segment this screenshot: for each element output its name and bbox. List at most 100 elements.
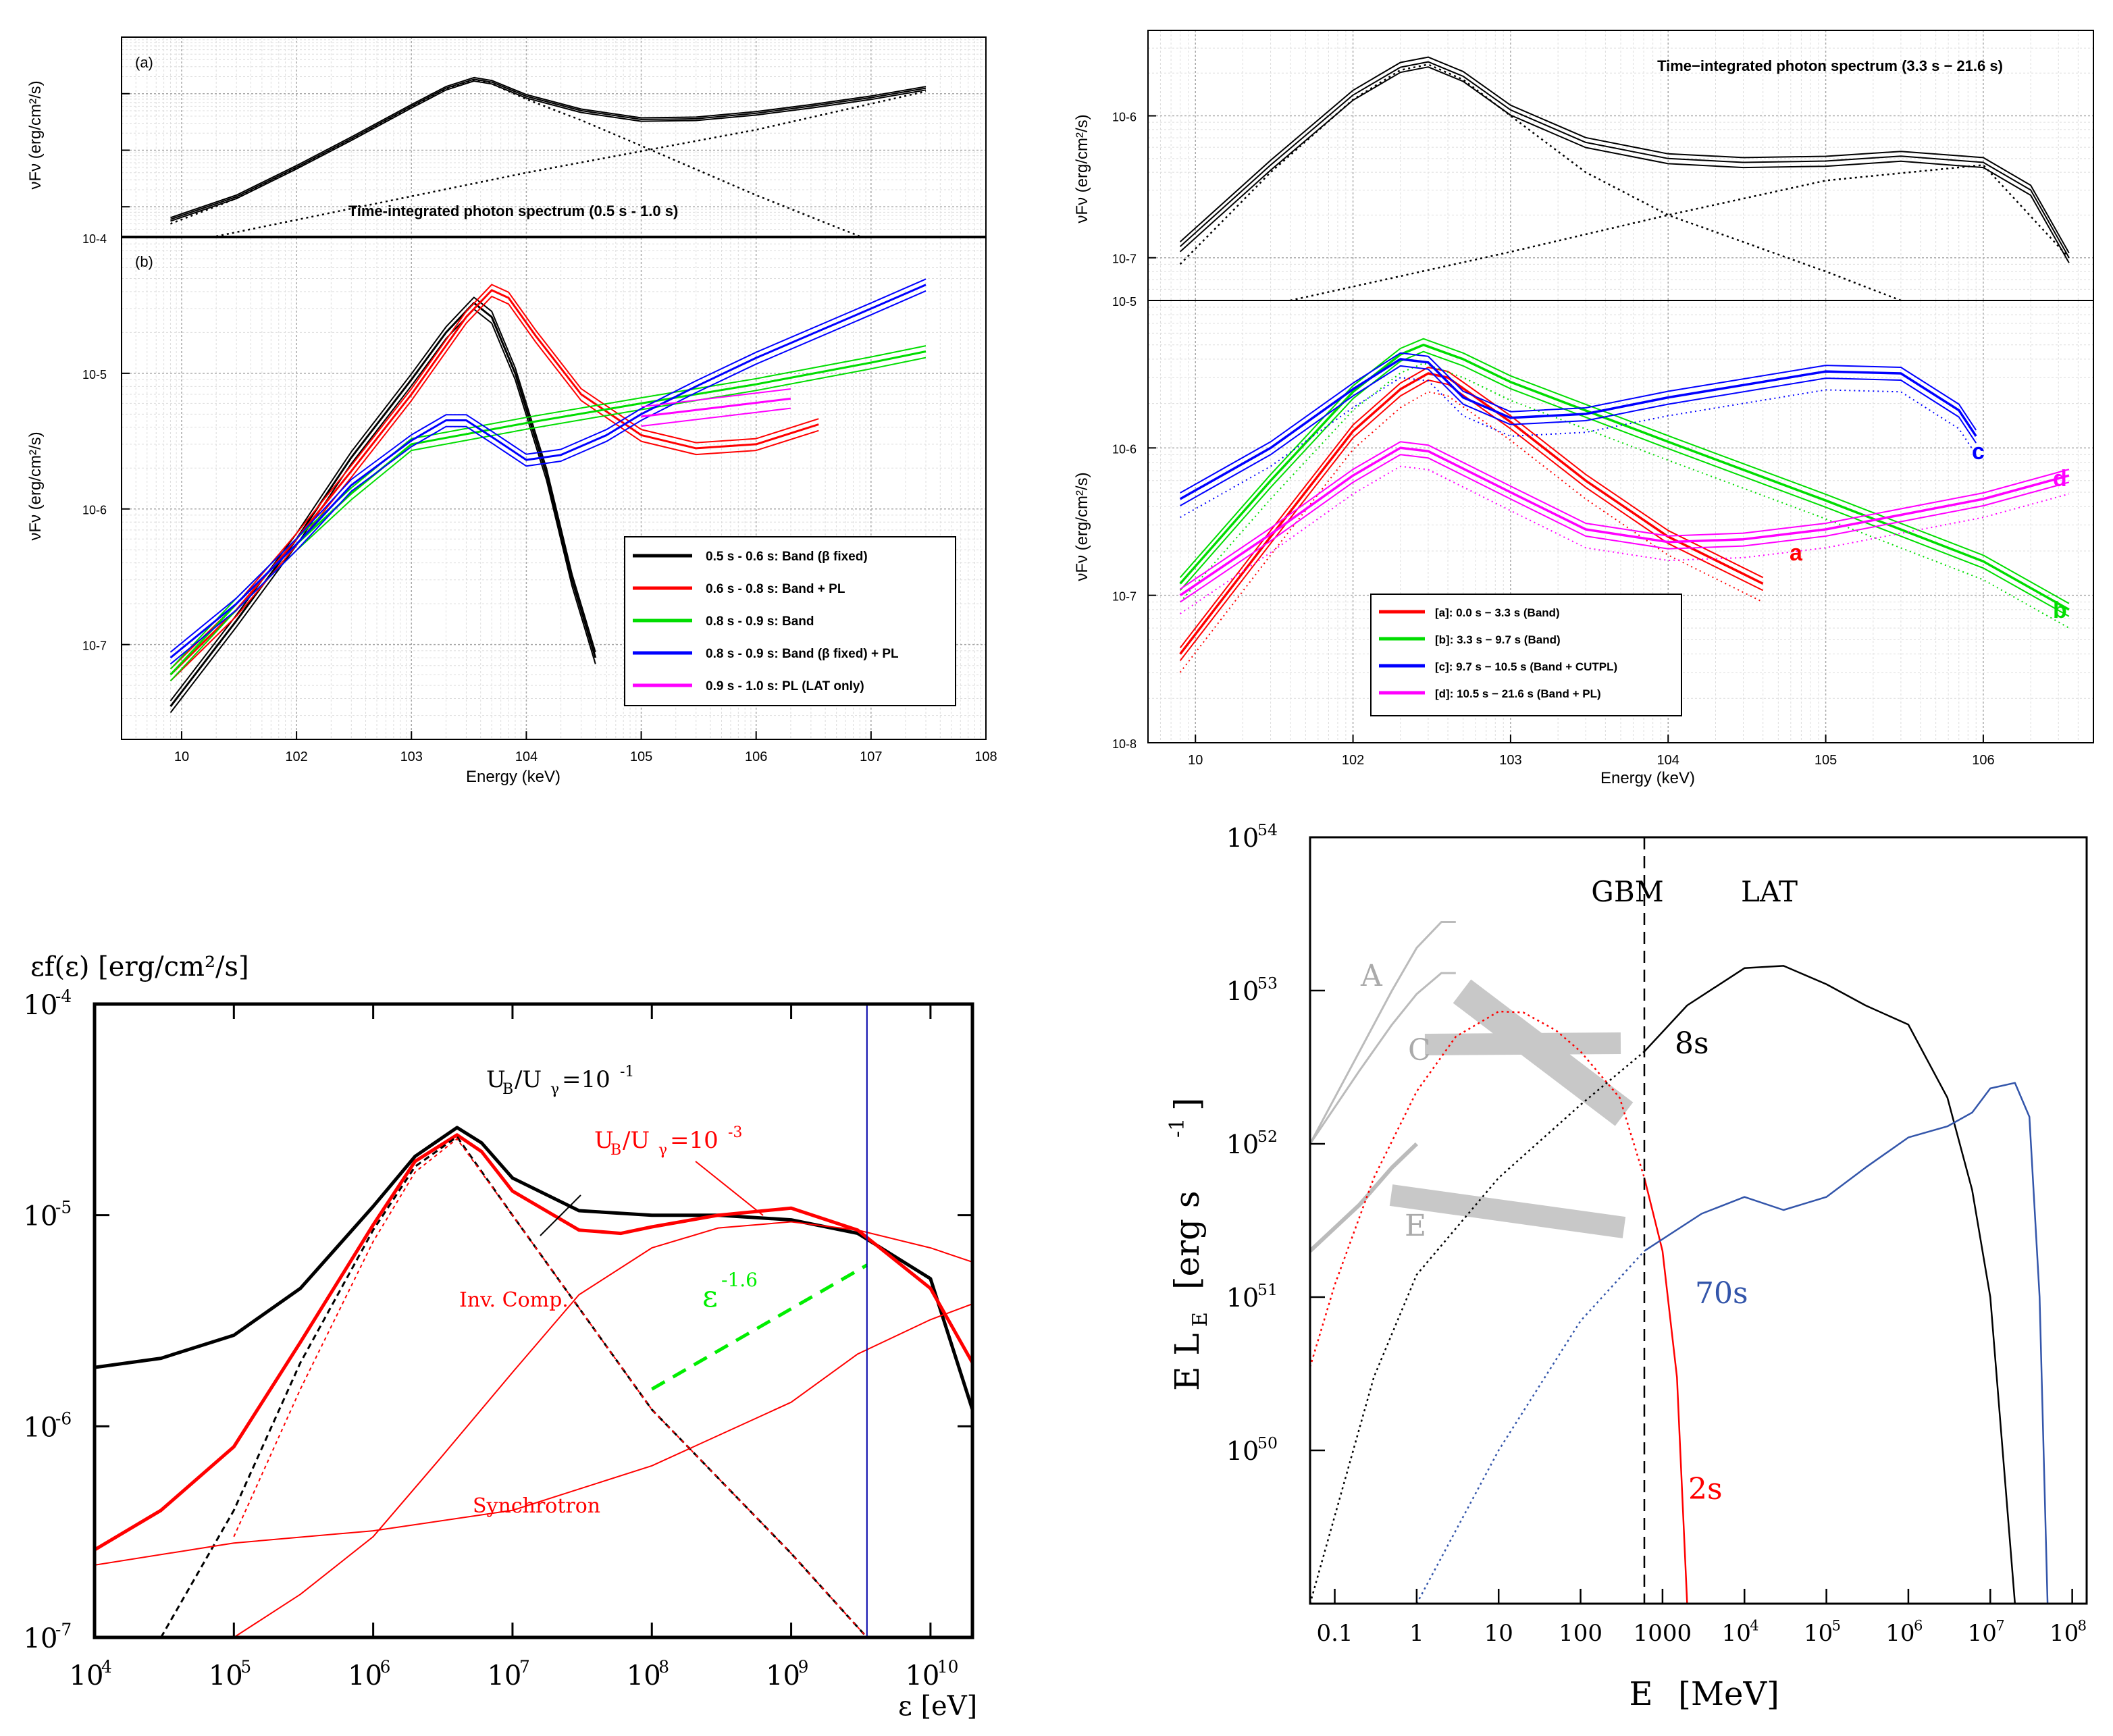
p1b-xtick-5: 106 [745,749,767,764]
p3-ytick-3: 10-4 [24,987,72,1021]
p3-red_label_sub2: γ [658,1142,667,1159]
p1b-series-1-band-2 [169,284,819,670]
p3-black_label_sub2: γ [550,1081,559,1098]
p1b-ytick-3: 10-4 [82,232,107,246]
p3-xtick-4-base: 10 [627,1660,661,1691]
p4-curve-label-a: A [1360,959,1383,993]
p3-leader-red [695,1161,764,1216]
p3-xtick-4-exp: 8 [658,1657,669,1677]
p2-legend-label-1: [b]: 3.3 s − 9.7 s (Band) [1435,633,1561,646]
p4-xtick-2: 10 [1484,1620,1513,1647]
p3-ytick-0-exp: -7 [55,1620,72,1639]
p2-curve-label-c: c [1972,439,1985,465]
p1b-ytick-1: 10-6 [82,504,107,517]
p2b-series-1-band-0 [1179,350,2070,617]
p4-series-1 [1310,972,1456,1145]
p2-legend-box [1370,594,1682,716]
p2t-ylabel: νFν (erg/cm²/s) [1073,114,1091,223]
p1a-grid [122,37,986,237]
p4-xtick-6-base: 10 [1804,1620,1833,1647]
p3-xtick-1: 105 [209,1657,251,1691]
p4-xtick-8-exp: 7 [1995,1617,2004,1634]
p4-curve-label-e: E [1405,1209,1426,1243]
p1-legend-label-1: 0.6 s - 0.8 s: Band + PL [706,582,845,596]
p2b-series-0-band-2 [1179,367,1764,649]
p4-xtick-4: 1000 [1634,1620,1692,1647]
p4-series-2 [1310,1142,1418,1253]
p4-series-5-gbm [1415,1250,1645,1604]
p2t-series-1 [1179,63,1902,300]
p4-series-5-lat [1644,1082,2049,1604]
p4-ytick-0-base: 10 [1226,1436,1259,1466]
p2b-series-0-component [1179,391,1764,673]
p3-xtick-2-base: 10 [348,1660,382,1691]
p3-red_label_exp: -3 [728,1124,742,1141]
p2b-xtick-4: 105 [1815,753,1837,768]
p4-curve-label-s2: 2s [1688,1472,1723,1506]
p1a-ylabel: νFν (erg/cm²/s) [26,80,45,189]
p2t-ytick-1: 10-6 [1112,111,1137,124]
p3-series-4 [233,1221,972,1637]
p4-ytick-3-base: 10 [1226,976,1259,1006]
p2b-xtick-3: 104 [1657,753,1679,768]
p4-xtick-6-exp: 5 [1832,1617,1841,1634]
p3-xtick-1-base: 10 [209,1660,243,1691]
p4-xtick-1: 1 [1409,1620,1424,1647]
p4-ytick-3-exp: 53 [1257,974,1278,993]
p3-ytick-2-exp: -5 [55,1198,72,1217]
p3-black_label_mid: /U [515,1066,542,1093]
p4-series-4-gbm [1310,1051,1645,1604]
p2b-xtick-0: 10 [1188,753,1203,768]
p3-xlabel: ε [eV] [898,1691,977,1722]
p3-slope-exp: -1.6 [721,1269,758,1291]
p2b-ytick-1: 10-7 [1112,590,1137,604]
p2b-xtick-2: 103 [1499,753,1521,768]
p1-xlabel: Energy (keV) [466,768,560,786]
p3-xtick-6-base: 10 [905,1660,939,1691]
p1b-ytick-2: 10-5 [82,368,107,382]
p3-xtick-5-exp: 9 [798,1657,809,1677]
p3-red_label_sub1: B [610,1142,621,1159]
p1b-series-0-band-2 [169,296,596,702]
p1b-xtick-7: 108 [974,749,997,764]
p4-ytick-4-exp: 54 [1257,820,1278,839]
p3-series-3 [233,1138,868,1637]
p3-series-2 [160,1136,868,1637]
p4-gbm-label: GBM [1591,875,1663,908]
p3-title: εf(ε) [erg/cm²/s] [30,951,249,982]
p4-xtick-8: 107 [1968,1617,2005,1647]
p3-label-red_label: UB/U γ =10 -3 [594,1124,742,1159]
p2t-series-2 [1290,164,2070,300]
p4-ylabel-sub: E [1189,1312,1212,1327]
p2-curve-label-d: d [2053,466,2067,492]
p2-curve-label-a: a [1790,540,1803,566]
p4-frame [1309,836,2088,1605]
p3-xtick-3-exp: 7 [519,1657,530,1677]
p4-xtick-5-base: 10 [1722,1620,1751,1647]
p4-series-3-gbm [1310,1010,1646,1367]
p4-xtick-7-exp: 6 [1914,1617,1923,1634]
p4-ytick-4-base: 10 [1226,823,1259,853]
p2-legend-label-3: [d]: 10.5 s − 21.6 s (Band + PL) [1435,687,1601,700]
p1b-xtick-0: 10 [174,749,189,764]
p4-ylabel: E L E [erg s -1] [1166,1097,1212,1391]
p1b-series-3-band-2 [169,278,927,653]
p3-ytick-3-exp: -4 [55,987,72,1006]
p4-xtick-0: 0.1 [1316,1620,1353,1647]
p2-xlabel: Energy (keV) [1600,769,1695,787]
p3-black_label_sub1: B [502,1081,513,1098]
p2b-series-1-band-1 [1179,343,2070,611]
p2t-title: Time−integrated photon spectrum (3.3 s −… [1657,57,2003,74]
p2b-xtick-1: 102 [1342,753,1364,768]
p1b-xtick-2: 103 [400,749,423,764]
p1b-tag: (b) [135,253,153,270]
p2b-series-0-band-0 [1179,379,1764,662]
p4-curve-label-s8: 8s [1675,1026,1709,1061]
p2b-ytick-2: 10-6 [1112,442,1137,456]
p3-slope-base: ε [702,1280,718,1314]
p4-ylabel-unit: [erg s [1168,1190,1207,1290]
p2b-ylabel: νFν (erg/cm²/s) [1073,472,1091,581]
